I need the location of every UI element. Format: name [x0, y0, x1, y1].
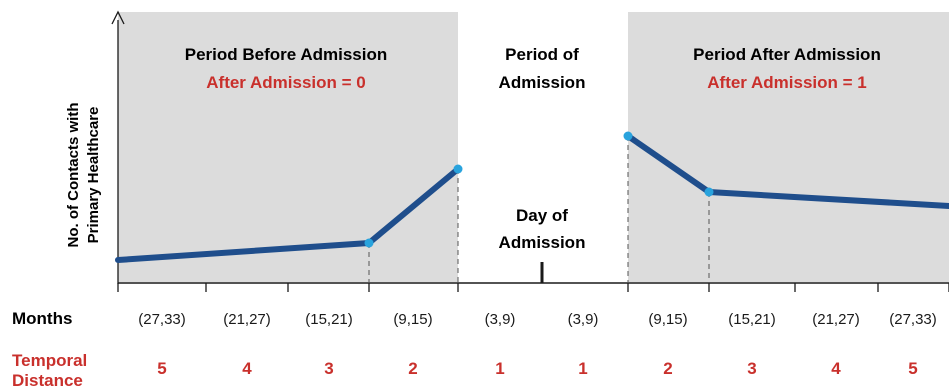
period-after-subtitle: After Admission = 1	[707, 73, 867, 92]
temporal-distance-value: 5	[157, 359, 166, 378]
period-of-admission-title-line1: Period of	[505, 45, 579, 64]
temporal-distance-label-line1: Temporal	[12, 351, 87, 370]
months-row: (27,33) (21,27) (15,21) (9,15) (3,9) (3,9) (9,…	[138, 311, 937, 328]
temporal-distance-label-line2: Distance	[12, 371, 83, 388]
temporal-distance-value: 2	[663, 359, 672, 378]
temporal-distance-value: 3	[324, 359, 333, 378]
period-before-panel	[118, 12, 458, 282]
trend-points	[364, 131, 714, 248]
temporal-distance-value: 4	[831, 359, 841, 378]
day-of-admission-label-line1: Day of	[516, 206, 568, 225]
months-row-label: Months	[12, 309, 72, 328]
dashed-guides	[368, 136, 710, 283]
temporal-distance-row: 5 4 3 2 1 1 2 3 4 5	[157, 359, 917, 378]
temporal-distance-value: 1	[578, 359, 587, 378]
temporal-distance-value: 2	[408, 359, 417, 378]
month-range-label: (9,15)	[648, 311, 687, 328]
period-after-title: Period After Admission	[693, 45, 881, 64]
y-axis-label-line2: Primary Healthcare	[85, 107, 102, 244]
month-range-label: (3,9)	[485, 311, 516, 328]
month-range-label: (21,27)	[812, 311, 860, 328]
day-of-admission-label-line2: Admission	[499, 233, 586, 252]
temporal-distance-value: 3	[747, 359, 756, 378]
trend-point	[453, 164, 463, 174]
month-range-label: (27,33)	[889, 311, 937, 328]
trend-point	[704, 187, 714, 197]
month-range-label: (21,27)	[223, 311, 271, 328]
month-range-label: (15,21)	[305, 311, 353, 328]
period-after-panel	[628, 12, 949, 282]
trend-point	[623, 131, 633, 141]
y-axis-label-line1: No. of Contacts with	[65, 103, 82, 248]
period-before-subtitle: After Admission = 0	[206, 73, 366, 92]
month-range-label: (15,21)	[728, 311, 776, 328]
temporal-distance-value: 1	[495, 359, 504, 378]
y-axis-arrow	[111, 10, 125, 25]
month-range-label: (9,15)	[393, 311, 432, 328]
period-of-admission-title-line2: Admission	[499, 73, 586, 92]
trend-point	[364, 238, 374, 248]
x-axis-ticks	[117, 283, 949, 292]
temporal-distance-value: 5	[908, 359, 917, 378]
month-range-label: (27,33)	[138, 311, 186, 328]
temporal-distance-value: 4	[242, 359, 252, 378]
period-before-title: Period Before Admission	[185, 45, 387, 64]
month-range-label: (3,9)	[568, 311, 599, 328]
